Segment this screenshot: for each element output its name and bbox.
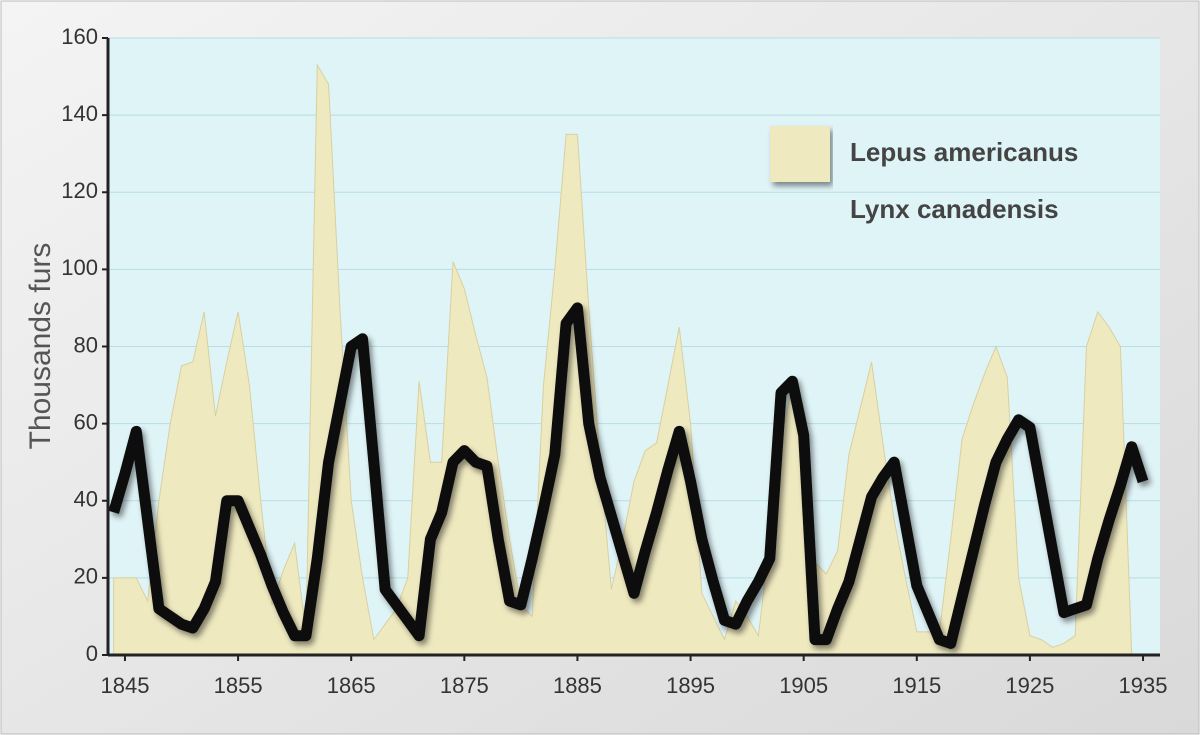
y-tick-label: 40 — [74, 487, 98, 512]
x-tick-label: 1935 — [1119, 673, 1168, 698]
y-tick-label: 60 — [74, 409, 98, 434]
line — [108, 302, 1149, 649]
legend-label: Lepus americanus — [850, 137, 1078, 167]
x-tick-label: 1915 — [892, 673, 941, 698]
x-tick-label: 1905 — [779, 673, 828, 698]
y-tick-label: 20 — [74, 564, 98, 589]
x-tick-label: 1845 — [100, 673, 149, 698]
x-tick-label: 1925 — [1005, 673, 1054, 698]
y-tick-label: 80 — [74, 332, 98, 357]
x-tick-label: 1865 — [327, 673, 376, 698]
x-tick-label: 1885 — [553, 673, 602, 698]
x-tick-label: 1875 — [440, 673, 489, 698]
y-tick-label: 160 — [61, 24, 98, 49]
y-tick-label: 120 — [61, 178, 98, 203]
x-tick-label: 1855 — [214, 673, 263, 698]
y-tick-label: 0 — [86, 641, 98, 666]
y-tick-label: 100 — [61, 255, 98, 280]
y-tick-label: 140 — [61, 101, 98, 126]
y-axis-label: Thousands furs — [24, 243, 57, 450]
x-tick-label: 1895 — [666, 673, 715, 698]
legend-label: Lynx canadensis — [850, 194, 1059, 224]
legend-swatch — [770, 126, 830, 182]
